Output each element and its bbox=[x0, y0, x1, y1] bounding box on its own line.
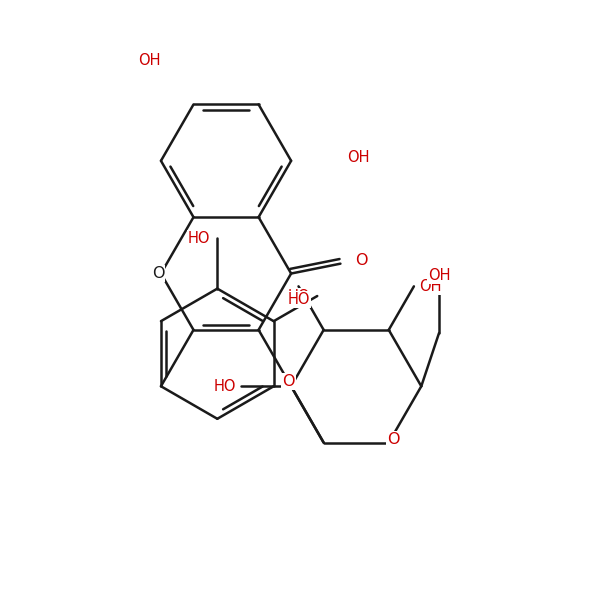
Text: O: O bbox=[355, 253, 368, 268]
Text: HO: HO bbox=[287, 289, 310, 304]
Text: HO: HO bbox=[287, 292, 310, 307]
Text: OH: OH bbox=[419, 279, 441, 294]
Text: HO: HO bbox=[214, 379, 236, 394]
Text: O: O bbox=[282, 374, 295, 389]
Text: O: O bbox=[387, 432, 400, 447]
Text: OH: OH bbox=[428, 268, 450, 283]
Text: OH: OH bbox=[347, 151, 370, 166]
Text: O: O bbox=[152, 266, 164, 281]
Text: OH: OH bbox=[139, 53, 161, 68]
Text: HO: HO bbox=[188, 231, 210, 246]
